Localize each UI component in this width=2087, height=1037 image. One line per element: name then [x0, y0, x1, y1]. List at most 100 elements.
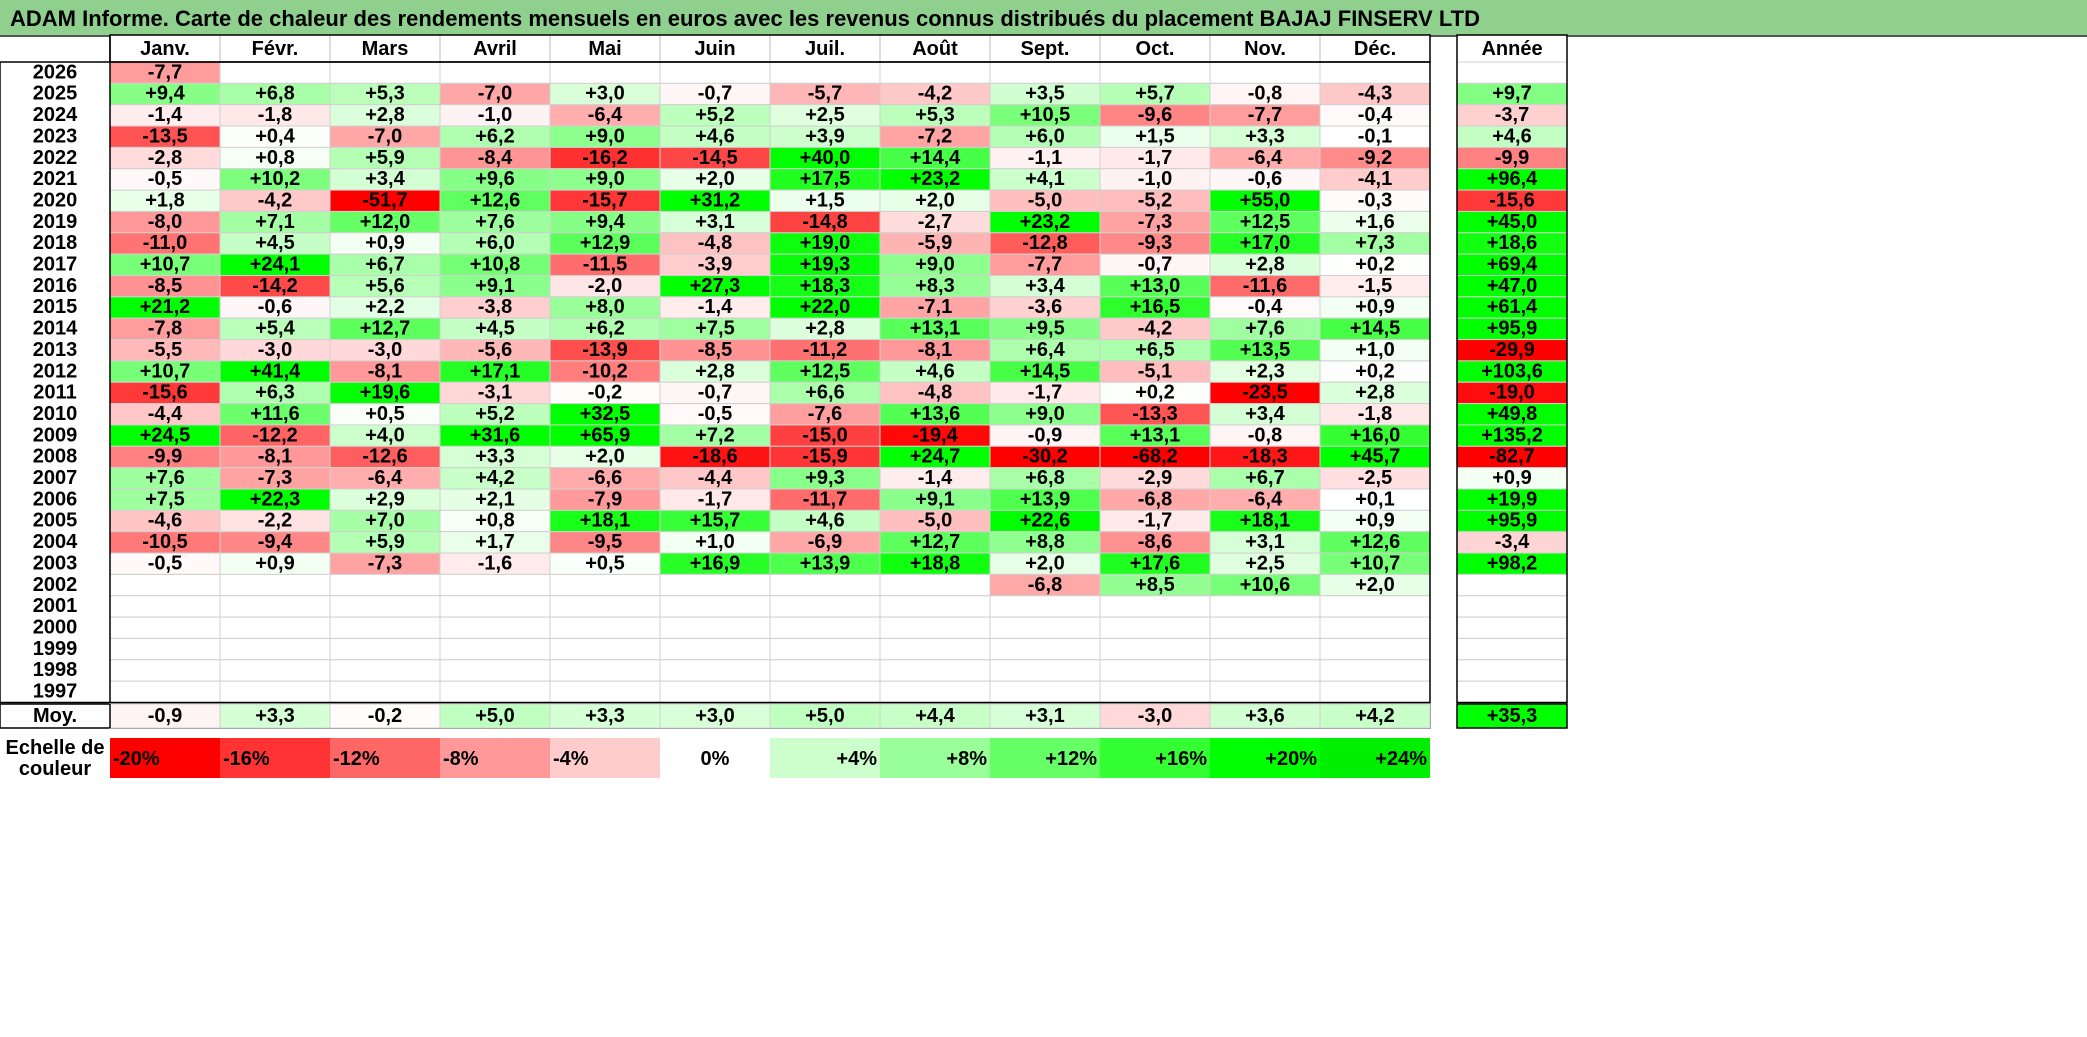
heatmap-cell — [439, 659, 551, 682]
heatmap-cell-value: -7,0 — [478, 83, 512, 105]
row-year-label: 2001 — [33, 595, 78, 617]
annual-cell — [1456, 61, 1568, 84]
annual-cell — [1456, 637, 1568, 661]
heatmap-cell — [1099, 616, 1211, 639]
heatmap-cell — [329, 680, 441, 704]
heatmap-cell — [879, 573, 991, 597]
heatmap-cell-value: -0,6 — [1248, 168, 1282, 190]
heatmap-cell-value: +2,2 — [365, 296, 404, 318]
heatmap-cell-value: -3,0 — [258, 339, 292, 361]
annual-cell-value: -9,9 — [1495, 147, 1529, 169]
month-header-label: Mars — [362, 38, 409, 60]
heatmap-cell — [659, 616, 771, 639]
heatmap-cell-value: +1,0 — [1355, 339, 1394, 361]
heatmap-cell-value: +2,3 — [1245, 360, 1284, 382]
heatmap-cell-value: +2,5 — [805, 104, 844, 126]
heatmap-cell-value: -0,9 — [1028, 424, 1062, 446]
annual-cell-value: -19,0 — [1489, 382, 1535, 404]
heatmap-cell-value: +31,6 — [470, 424, 521, 446]
heatmap-cell — [879, 680, 991, 704]
heatmap-cell-value: +7,6 — [475, 211, 514, 233]
heatmap-cell-value: +8,0 — [585, 296, 624, 318]
heatmap-cell-value: -7,7 — [1248, 104, 1282, 126]
heatmap-cell-value: +17,5 — [800, 168, 851, 190]
heatmap-cell-value: -1,7 — [698, 488, 732, 510]
heatmap-cell-value: -7,3 — [258, 467, 292, 489]
heatmap-cell-value: +17,0 — [1240, 232, 1291, 254]
heatmap-cell-value: +2,0 — [695, 168, 734, 190]
heatmap-cell-value: -7,7 — [148, 61, 182, 83]
heatmap-cell-value: -0,1 — [1358, 125, 1392, 147]
heatmap-cell-value: +1,5 — [805, 189, 844, 211]
heatmap-cell-value: +1,6 — [1355, 211, 1394, 233]
heatmap-cell-value: -19,4 — [912, 424, 958, 446]
month-header-label: Août — [912, 38, 958, 60]
heatmap-cell-value: +6,6 — [805, 382, 844, 404]
heatmap-cell-value: +3,9 — [805, 125, 844, 147]
annual-cell — [1456, 573, 1568, 597]
heatmap-cell — [989, 595, 1101, 618]
heatmap-cell — [219, 595, 331, 618]
heatmap-cell-value: +1,5 — [1135, 125, 1174, 147]
row-year-label: 2018 — [33, 232, 78, 254]
heatmap-cell-value: +9,4 — [145, 83, 185, 105]
heatmap-cell-value: -5,2 — [1138, 189, 1172, 211]
heatmap-cell-value: +12,7 — [360, 318, 411, 340]
heatmap-cell-value: +16,5 — [1130, 296, 1181, 318]
heatmap-cell-value: -3,9 — [698, 254, 732, 276]
average-cell-value: +3,6 — [1245, 705, 1284, 727]
heatmap-cell-value: +1,7 — [475, 531, 514, 553]
row-year-label: 1998 — [33, 659, 78, 681]
heatmap-cell-value: -14,8 — [802, 211, 848, 233]
heatmap-cell — [659, 61, 771, 84]
heatmap-cell-value: -7,0 — [368, 125, 402, 147]
row-year-label: 2003 — [33, 552, 78, 574]
heatmap-cell-value: +6,2 — [585, 318, 624, 340]
heatmap-cell — [549, 573, 661, 597]
heatmap-cell-value: +10,6 — [1240, 574, 1291, 596]
heatmap-cell — [1319, 637, 1431, 661]
heatmap-cell-value: -8,4 — [478, 147, 513, 169]
heatmap-cell-value: -1,4 — [698, 296, 733, 318]
annual-cell-value: +95,9 — [1487, 510, 1538, 532]
heatmap-cell-value: +0,5 — [365, 403, 404, 425]
heatmap-cell — [989, 637, 1101, 661]
month-header-label: Déc. — [1354, 38, 1396, 60]
heatmap-cell-value: +2,0 — [1355, 574, 1394, 596]
heatmap-cell-value: +22,0 — [800, 296, 851, 318]
month-header-label: Avril — [473, 38, 517, 60]
heatmap-cell-value: -2,9 — [1138, 467, 1172, 489]
annual-cell-value: +47,0 — [1487, 275, 1538, 297]
month-header-cell — [659, 34, 771, 63]
month-header-label: Sept. — [1021, 38, 1070, 60]
average-cell — [1209, 703, 1321, 729]
heatmap-cell-value: +31,2 — [690, 189, 741, 211]
month-header-frame — [109, 34, 1431, 63]
heatmap-cell-value: -14,2 — [252, 275, 298, 297]
heatmap-cell-value: -6,6 — [588, 467, 622, 489]
heatmap-cell — [109, 637, 221, 661]
heatmap-cell-value: +2,8 — [695, 360, 734, 382]
heatmap-cell-value: +2,0 — [585, 446, 624, 468]
heatmap-cell-value: +19,3 — [800, 254, 851, 276]
annual-average-value: +35,3 — [1487, 705, 1538, 727]
month-header-label: Nov. — [1244, 38, 1286, 60]
heatmap-cell — [1319, 595, 1431, 618]
scale-swatch — [330, 738, 440, 778]
month-header-label: Mai — [588, 38, 621, 60]
heatmap-cell-value: +22,6 — [1020, 510, 1071, 532]
heatmap-cell-value: +0,2 — [1355, 254, 1394, 276]
heatmap-cell-value: +12,6 — [470, 189, 521, 211]
scale-swatch — [110, 738, 220, 778]
heatmap-cell — [1319, 61, 1431, 84]
heatmap-cell-value: +12,5 — [1240, 211, 1291, 233]
annual-cell — [1456, 595, 1568, 618]
heatmap-cell-value: +4,2 — [475, 467, 514, 489]
heatmap-cell-value: +24,1 — [250, 254, 301, 276]
heatmap-cell — [1209, 637, 1321, 661]
heatmap-cell-value: -1,6 — [478, 552, 512, 574]
average-cell-value: +3,0 — [695, 705, 734, 727]
heatmap-cell-value: -10,2 — [582, 360, 628, 382]
heatmap-cell-value: -6,9 — [808, 531, 842, 553]
heatmap-cell-value: +12,9 — [580, 232, 631, 254]
